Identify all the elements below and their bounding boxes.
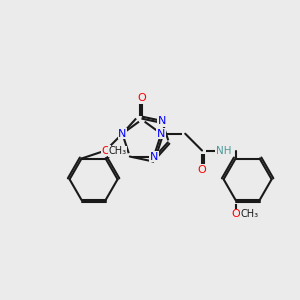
Text: NH: NH — [216, 146, 231, 155]
Text: N: N — [158, 116, 166, 126]
Text: O: O — [137, 93, 146, 103]
Text: O: O — [198, 165, 206, 175]
Text: N: N — [157, 129, 165, 139]
Text: N: N — [150, 152, 158, 161]
Text: N: N — [118, 129, 127, 139]
Text: O: O — [101, 146, 110, 155]
Text: CH₃: CH₃ — [241, 209, 259, 220]
Text: CH₃: CH₃ — [109, 146, 127, 156]
Text: O: O — [231, 209, 240, 220]
